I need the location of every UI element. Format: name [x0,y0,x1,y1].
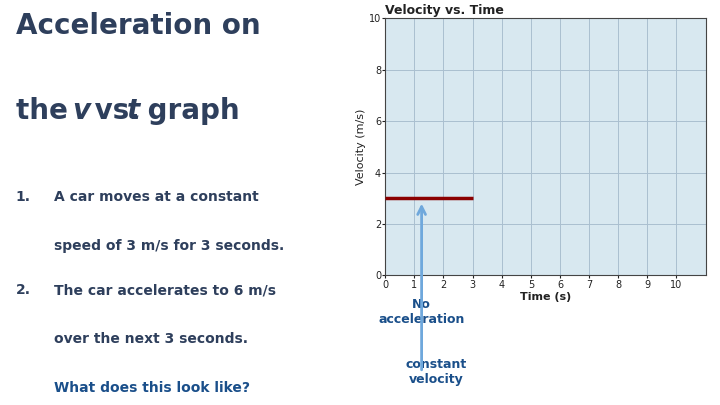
Text: 1.: 1. [16,190,30,205]
Text: What does this look like?: What does this look like? [55,381,251,395]
Text: constant
velocity: constant velocity [405,358,467,386]
Text: vs.: vs. [85,97,149,125]
Text: t: t [127,97,140,125]
Text: The car accelerates to 6 m/s: The car accelerates to 6 m/s [55,284,276,298]
Text: Velocity vs. Time: Velocity vs. Time [385,4,504,17]
Text: No
acceleration: No acceleration [379,298,465,326]
Text: the: the [16,97,77,125]
Text: Acceleration on: Acceleration on [16,12,260,40]
Text: 2.: 2. [16,284,30,298]
Text: A car moves at a constant: A car moves at a constant [55,190,259,205]
Text: speed of 3 m/s for 3 seconds.: speed of 3 m/s for 3 seconds. [55,239,284,253]
Text: v: v [72,97,90,125]
Y-axis label: Velocity (m/s): Velocity (m/s) [356,109,366,185]
Text: over the next 3 seconds.: over the next 3 seconds. [55,332,248,346]
X-axis label: Time (s): Time (s) [520,292,571,303]
Text: graph: graph [138,97,240,125]
